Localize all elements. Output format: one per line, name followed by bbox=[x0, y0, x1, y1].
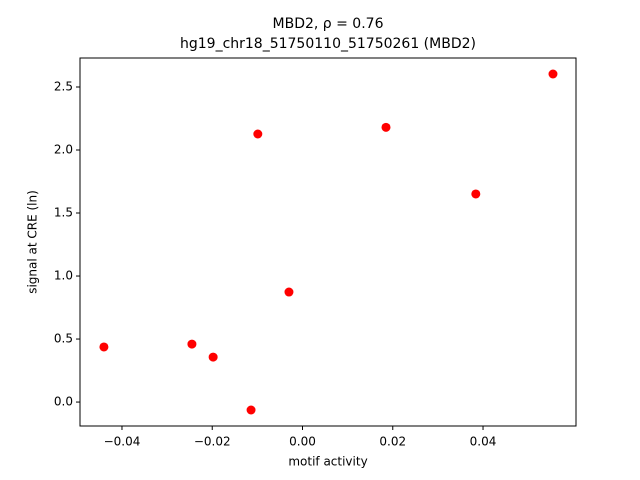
point bbox=[253, 129, 263, 139]
x-tick-label: 0.02 bbox=[379, 435, 406, 449]
point bbox=[246, 405, 256, 415]
y-tick-label: 2.5 bbox=[54, 79, 73, 93]
y-tick-label: 2.0 bbox=[54, 143, 73, 157]
plot-frame bbox=[79, 57, 577, 427]
chart-title: MBD2, ρ = 0.76 bbox=[273, 16, 384, 32]
y-tick-label: 0.0 bbox=[54, 395, 73, 409]
chart-subtitle: hg19_chr18_51750110_51750261 (MBD2) bbox=[180, 36, 476, 52]
x-tick-label: 0.00 bbox=[289, 435, 316, 449]
y-tick-label: 0.5 bbox=[54, 332, 73, 346]
point bbox=[381, 122, 391, 132]
y-tick-label: 1.5 bbox=[54, 206, 73, 220]
point bbox=[187, 339, 197, 349]
point bbox=[284, 287, 294, 297]
point bbox=[548, 69, 558, 79]
y-axis-label: signal at CRE (ln) bbox=[26, 190, 40, 294]
y-tick-label: 1.0 bbox=[54, 269, 73, 283]
point bbox=[208, 352, 218, 362]
x-tick-label: −0.02 bbox=[194, 435, 231, 449]
x-axis-label: motif activity bbox=[288, 455, 367, 469]
x-tick-label: −0.04 bbox=[104, 435, 141, 449]
point bbox=[471, 189, 481, 199]
point bbox=[99, 342, 109, 352]
x-tick-label: 0.04 bbox=[470, 435, 497, 449]
